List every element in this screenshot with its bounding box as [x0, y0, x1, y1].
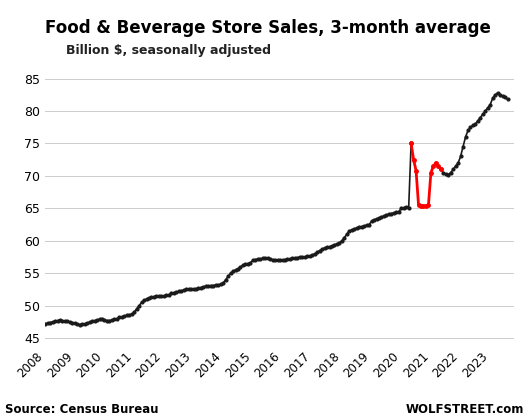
Text: Food & Beverage Store Sales, 3-month average: Food & Beverage Store Sales, 3-month ave… [45, 19, 491, 37]
Text: Billion $, seasonally adjusted: Billion $, seasonally adjusted [66, 44, 271, 57]
Text: Source: Census Bureau: Source: Census Bureau [5, 403, 159, 416]
Text: WOLFSTREET.com: WOLFSTREET.com [405, 403, 524, 416]
